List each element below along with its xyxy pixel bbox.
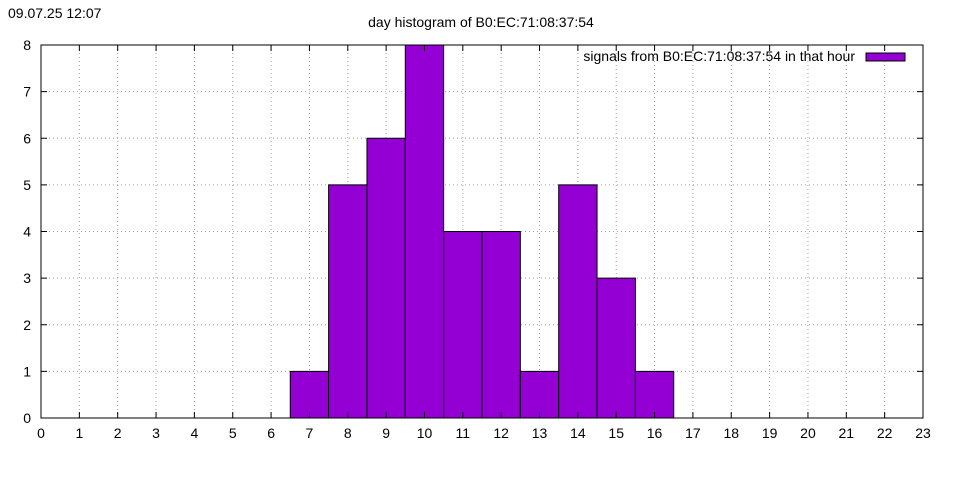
legend-label: signals from B0:EC:71:08:37:54 in that h…: [583, 48, 855, 64]
x-tick-label: 12: [493, 425, 509, 441]
x-tick-label: 10: [417, 425, 433, 441]
chart-title: day histogram of B0:EC:71:08:37:54: [368, 14, 594, 30]
y-tick-label: 7: [23, 84, 31, 100]
bar-hour-9: [366, 137, 406, 419]
axis-ticks: 0 1 2 3 4 5 6 7 8 9 10 11 12 13 14 15 16 17 18 19 20 21 22 2301…: [23, 37, 931, 441]
y-tick-label: 1: [23, 363, 31, 379]
y-tick-label: 3: [23, 270, 31, 286]
y-tick-label: 4: [23, 224, 31, 240]
x-tick-label: 8: [344, 425, 352, 441]
x-tick-label: 3: [152, 425, 160, 441]
bar-hour-12: [481, 231, 521, 419]
legend: signals from B0:EC:71:08:37:54 in that h…: [583, 48, 906, 64]
x-tick-label: 4: [190, 425, 198, 441]
y-tick-label: 0: [23, 410, 31, 426]
x-tick-label: 11: [456, 425, 471, 441]
bar-hour-15: [596, 277, 636, 419]
x-tick-label: 19: [762, 425, 778, 441]
y-tick-label: 5: [23, 177, 31, 193]
timestamp: 09.07.25 12:07: [8, 5, 102, 21]
y-tick-label: 6: [23, 130, 31, 146]
x-tick-label: 2: [114, 425, 122, 441]
x-tick-label: 5: [229, 425, 237, 441]
bar-hour-16: [634, 370, 675, 419]
y-tick-label: 2: [23, 317, 31, 333]
x-tick-label: 16: [647, 425, 663, 441]
y-tick-label: 8: [23, 37, 31, 53]
x-tick-label: 22: [877, 425, 893, 441]
x-tick-label: 9: [382, 425, 390, 441]
x-tick-label: 14: [570, 425, 586, 441]
x-tick-label: 23: [915, 425, 931, 441]
x-tick-label: 7: [306, 425, 314, 441]
x-tick-label: 0: [37, 425, 45, 441]
x-tick-label: 15: [608, 425, 624, 441]
x-tick-label: 20: [800, 425, 816, 441]
legend-swatch: [865, 52, 906, 62]
x-tick-label: 21: [839, 425, 855, 441]
bar-hour-8: [328, 184, 368, 419]
bar-hour-7: [289, 370, 330, 419]
x-tick-label: 18: [723, 425, 739, 441]
bar-hour-14: [558, 184, 598, 419]
bar-hour-10: [404, 44, 445, 419]
bar-hour-13: [519, 370, 560, 419]
x-tick-label: 6: [267, 425, 275, 441]
bar-hour-11: [443, 231, 483, 419]
x-tick-label: 17: [685, 425, 701, 441]
bars: [289, 44, 675, 419]
x-tick-label: 1: [75, 425, 83, 441]
x-tick-label: 13: [532, 425, 548, 441]
